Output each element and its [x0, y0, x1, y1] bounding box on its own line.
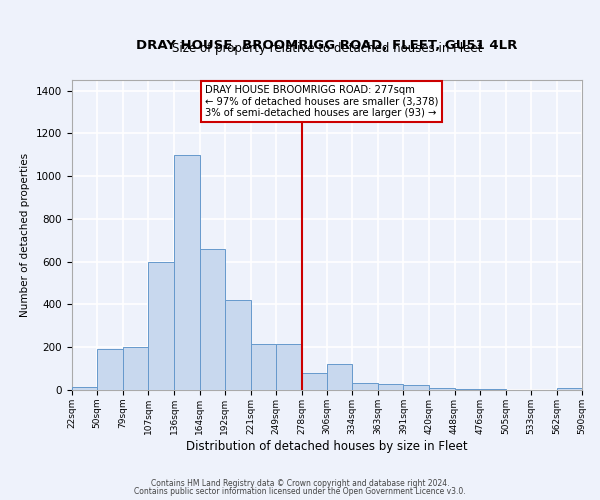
- Bar: [224, 300, 251, 390]
- Bar: [327, 364, 352, 390]
- Bar: [276, 344, 302, 390]
- Bar: [251, 344, 276, 390]
- X-axis label: Distribution of detached houses by size in Fleet: Distribution of detached houses by size …: [186, 440, 468, 452]
- Bar: [479, 389, 506, 390]
- Bar: [378, 384, 403, 390]
- Bar: [97, 350, 123, 390]
- Text: DRAY HOUSE, BROOMRIGG ROAD, FLEET, GU51 4LR: DRAY HOUSE, BROOMRIGG ROAD, FLEET, GU51 …: [136, 39, 518, 52]
- Bar: [403, 384, 430, 390]
- Bar: [72, 387, 97, 390]
- Bar: [557, 388, 582, 390]
- Bar: [302, 373, 327, 390]
- Text: DRAY HOUSE BROOMRIGG ROAD: 277sqm
← 97% of detached houses are smaller (3,378)
3: DRAY HOUSE BROOMRIGG ROAD: 277sqm ← 97% …: [205, 84, 438, 118]
- Bar: [455, 389, 479, 390]
- Bar: [123, 347, 148, 390]
- Bar: [199, 249, 224, 390]
- Y-axis label: Number of detached properties: Number of detached properties: [20, 153, 31, 317]
- Bar: [175, 155, 199, 390]
- Bar: [148, 262, 175, 390]
- Bar: [352, 382, 378, 390]
- Bar: [430, 388, 455, 390]
- Text: Contains public sector information licensed under the Open Government Licence v3: Contains public sector information licen…: [134, 487, 466, 496]
- Text: Contains HM Land Registry data © Crown copyright and database right 2024.: Contains HM Land Registry data © Crown c…: [151, 478, 449, 488]
- Title: Size of property relative to detached houses in Fleet: Size of property relative to detached ho…: [172, 42, 482, 55]
